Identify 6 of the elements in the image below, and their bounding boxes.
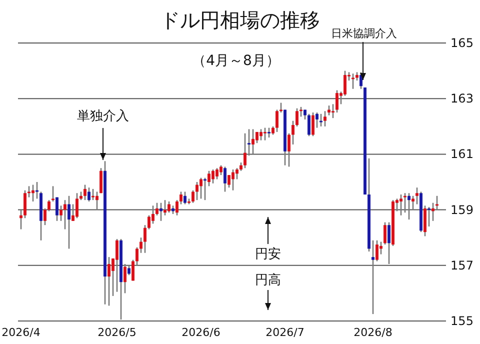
annotation: 単独介入	[77, 109, 129, 124]
annotation: 日米協調介入	[331, 27, 397, 40]
title: ドル円相場の推移	[160, 8, 320, 32]
subtitle: （4月～8月）	[192, 53, 280, 69]
annotation: 円安	[255, 247, 281, 262]
annotation: 円高	[255, 273, 281, 288]
